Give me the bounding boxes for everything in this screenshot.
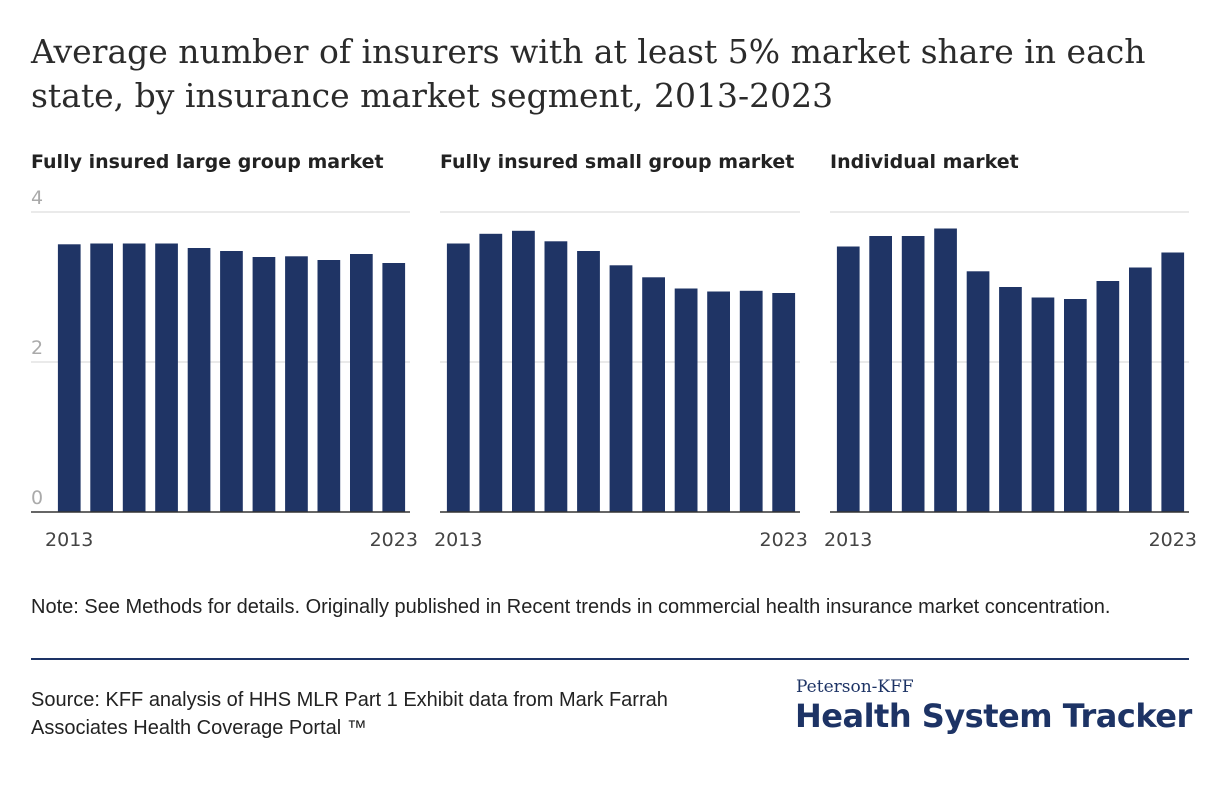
panel-title: Individual market <box>830 151 1019 173</box>
bar-2014 <box>90 243 113 512</box>
bar-2016 <box>544 241 568 513</box>
bar-2014 <box>869 236 892 512</box>
bar-2020 <box>674 288 698 512</box>
chart-title: Average number of insurers with at least… <box>31 32 1146 115</box>
x-tick-label: 2023 <box>1149 529 1197 551</box>
y-tick-label: 4 <box>31 187 43 209</box>
bar-2021 <box>317 260 341 512</box>
bar-2015 <box>122 243 146 512</box>
bar-2015 <box>901 236 925 512</box>
bar-2013 <box>57 244 81 513</box>
bar-2018 <box>220 251 243 512</box>
bar-2021 <box>707 291 730 512</box>
bar-2019 <box>642 277 665 513</box>
x-tick-label: 2013 <box>434 529 482 551</box>
bar-2017 <box>966 271 990 513</box>
bar-2017 <box>577 251 600 512</box>
bar-2013 <box>446 243 470 512</box>
bar-2014 <box>479 233 503 513</box>
bar-2016 <box>934 228 957 512</box>
chart-source: Source: KFF analysis of HHS MLR Part 1 E… <box>31 689 668 739</box>
bar-2021 <box>1096 281 1120 512</box>
bar-2020 <box>1064 299 1087 512</box>
bar-2023 <box>772 293 796 512</box>
bar-2022 <box>350 254 373 512</box>
divider <box>31 658 1189 660</box>
x-tick-label: 2013 <box>824 529 872 551</box>
bar-2023 <box>382 263 406 512</box>
chart-note: Note: See Methods for details. Originall… <box>31 596 1111 618</box>
bar-2016 <box>155 243 178 512</box>
bar-2018 <box>609 265 633 513</box>
bar-2013 <box>836 246 860 512</box>
small-multiples-chart: Fully insured large group market 0 2 4 2013 2… <box>31 151 1197 551</box>
panel-title: Fully insured small group market <box>440 151 794 173</box>
brand-logo: Health System Tracker <box>795 697 1192 735</box>
bar-2022 <box>1129 267 1152 512</box>
bar-2018 <box>999 287 1022 512</box>
x-tick-label: 2013 <box>45 529 93 551</box>
brand-subtitle: Peterson-KFF <box>796 677 914 697</box>
bar-2019 <box>1031 297 1055 512</box>
bar-2017 <box>187 248 211 512</box>
bar-2019 <box>252 257 276 512</box>
y-tick-label: 0 <box>31 487 43 509</box>
bar-2023 <box>1161 252 1185 512</box>
bar-2022 <box>739 290 763 513</box>
bar-2015 <box>512 230 535 513</box>
y-tick-label: 2 <box>31 337 43 359</box>
x-tick-label: 2023 <box>370 529 418 551</box>
panel-title: Fully insured large group market <box>31 151 384 173</box>
bar-2020 <box>285 256 308 513</box>
x-tick-label: 2023 <box>760 529 808 551</box>
